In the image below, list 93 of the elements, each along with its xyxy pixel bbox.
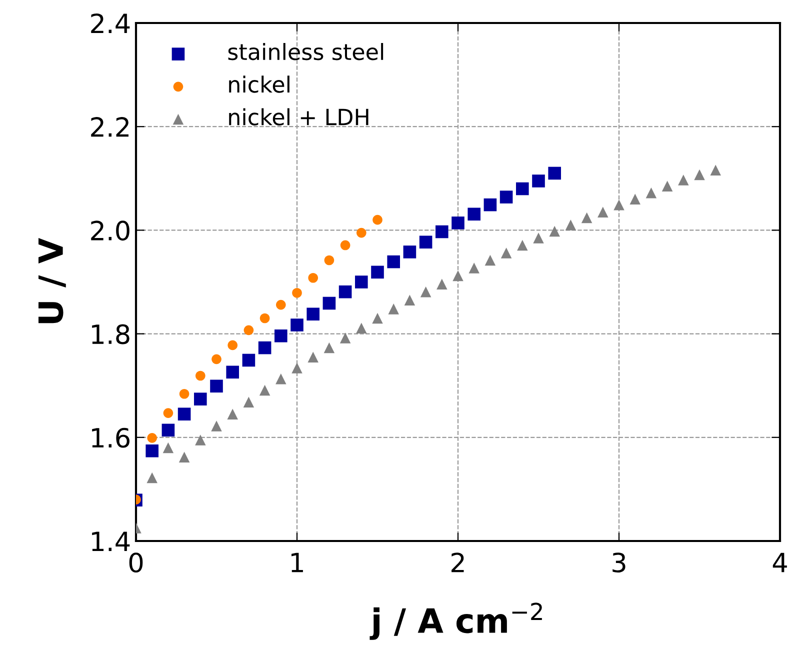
point <box>710 164 721 176</box>
y-tick-label: 1.6 <box>92 428 130 448</box>
point <box>179 388 190 399</box>
point <box>548 166 561 180</box>
point <box>340 332 351 344</box>
point <box>614 199 624 210</box>
x-tick-label: 2 <box>452 552 464 572</box>
x-tick-label: 4 <box>772 552 787 572</box>
y-axis-title: U / V <box>38 238 66 324</box>
point <box>290 318 304 332</box>
point <box>210 380 223 393</box>
point <box>324 255 334 266</box>
point <box>276 300 286 310</box>
point <box>146 472 158 484</box>
point <box>195 370 206 381</box>
point <box>404 294 416 306</box>
point <box>630 194 640 204</box>
point <box>228 340 238 350</box>
point <box>468 208 480 221</box>
point <box>484 254 496 266</box>
point <box>243 396 254 408</box>
point <box>372 214 382 225</box>
y-tick-label: 2.2 <box>91 117 128 137</box>
point <box>308 272 318 283</box>
x-axis-title: j / A cm$^{−2}$ <box>370 602 542 640</box>
point <box>322 296 336 310</box>
point <box>694 169 705 180</box>
y-tick-label: 2.4 <box>91 13 130 34</box>
point <box>147 433 158 443</box>
point <box>678 174 689 186</box>
point <box>276 373 286 384</box>
point <box>532 174 545 188</box>
point <box>340 240 350 250</box>
y-tick-label: 1.8 <box>92 324 130 344</box>
point <box>662 180 673 192</box>
point <box>178 408 191 420</box>
point <box>292 288 302 298</box>
point <box>598 206 608 218</box>
point <box>452 216 464 230</box>
legend-label: stainless steel <box>228 43 384 60</box>
point <box>500 248 512 258</box>
point <box>356 228 366 238</box>
point <box>244 325 254 336</box>
point <box>211 420 222 432</box>
x-tick-label: 1 <box>292 552 303 572</box>
point <box>436 278 448 290</box>
x-tick-label: 0 <box>129 552 143 573</box>
point <box>226 366 239 379</box>
point <box>565 220 576 230</box>
legend-label: nickel + LDH <box>229 108 368 126</box>
x-tick-label: 3 <box>612 552 626 573</box>
point <box>324 342 335 354</box>
point <box>420 286 432 298</box>
point <box>468 262 480 274</box>
point <box>259 384 270 396</box>
point <box>355 276 368 288</box>
point <box>260 313 270 324</box>
point <box>163 408 174 418</box>
point <box>371 266 384 279</box>
y-tick-label: 2.0 <box>91 220 130 241</box>
point <box>292 362 302 374</box>
point <box>403 246 416 258</box>
point <box>162 424 175 437</box>
point <box>533 232 544 244</box>
point <box>387 255 400 268</box>
y-tick-label: 1.4 <box>92 532 130 552</box>
point <box>227 408 238 420</box>
point <box>274 329 288 342</box>
point <box>452 270 464 282</box>
point <box>146 444 158 458</box>
point <box>306 308 320 321</box>
point <box>581 212 592 224</box>
legend-label: nickel <box>229 76 290 93</box>
point <box>419 236 432 249</box>
point <box>308 352 318 362</box>
point <box>517 240 528 251</box>
point <box>212 354 222 364</box>
point <box>516 182 529 196</box>
point <box>388 304 399 314</box>
point <box>356 322 367 334</box>
point <box>338 285 352 298</box>
point <box>372 312 383 324</box>
point <box>194 392 207 406</box>
point <box>500 190 513 204</box>
point <box>484 198 497 212</box>
point <box>258 341 272 354</box>
point <box>242 354 256 367</box>
point <box>646 188 657 198</box>
point <box>178 452 190 462</box>
point <box>195 434 206 446</box>
point <box>549 226 560 237</box>
point <box>162 442 174 454</box>
point <box>436 225 448 238</box>
